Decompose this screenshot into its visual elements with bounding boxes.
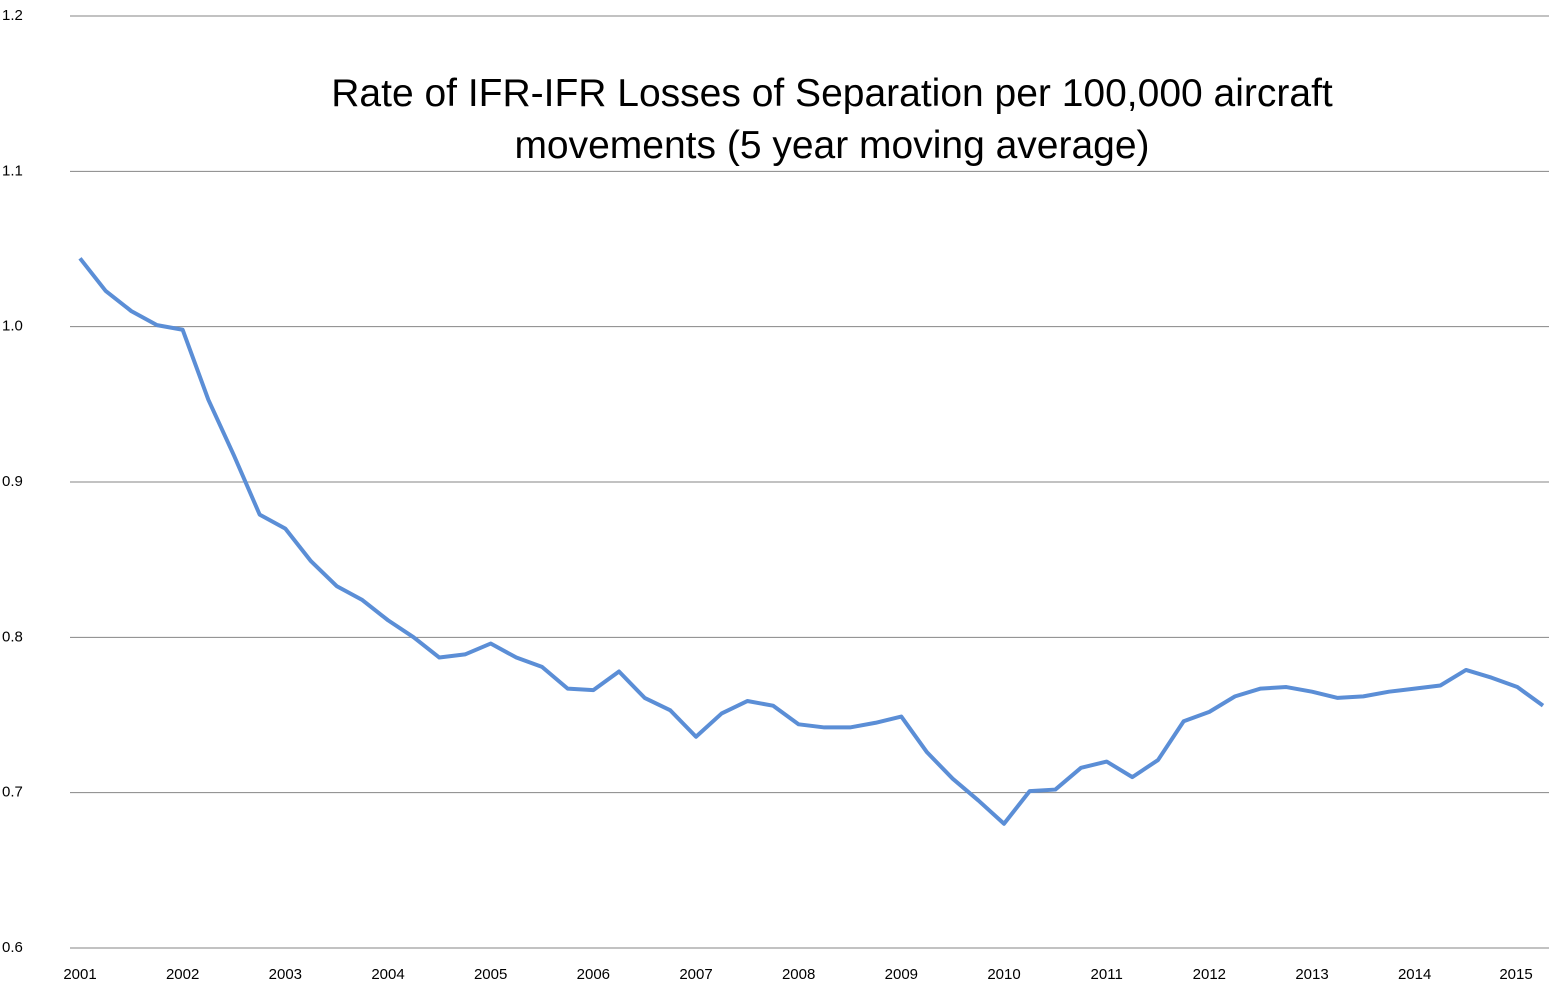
x-tick-label: 2015 — [1499, 966, 1532, 983]
x-tick-label: 2006 — [577, 966, 610, 983]
x-tick-label: 2008 — [782, 966, 815, 983]
line-series — [78, 257, 1545, 826]
x-tick-label: 2002 — [166, 966, 199, 983]
y-tick-label: 0.8 — [2, 628, 23, 645]
x-tick-label: 2014 — [1398, 966, 1431, 983]
y-tick-label: 1.1 — [2, 162, 23, 179]
x-tick-label: 2007 — [679, 966, 712, 983]
x-tick-label: 2012 — [1193, 966, 1226, 983]
x-tick-label: 2009 — [885, 966, 918, 983]
y-tick-label: 1.2 — [2, 7, 23, 24]
x-tick-label: 2013 — [1295, 966, 1328, 983]
chart-title: Rate of IFR-IFR Losses of Separation per… — [331, 72, 1333, 167]
x-tick-label: 2011 — [1091, 966, 1123, 983]
y-tick-label: 0.6 — [2, 939, 23, 956]
x-tick-label: 2010 — [987, 966, 1020, 983]
x-tick-label: 2003 — [269, 966, 302, 983]
y-tick-label: 1.0 — [2, 318, 23, 335]
x-tick-label: 2004 — [371, 966, 404, 983]
x-tick-label: 2001 — [63, 966, 96, 983]
y-tick-label: 0.7 — [2, 784, 23, 801]
x-tick-label: 2005 — [474, 966, 507, 983]
y-tick-label: 0.9 — [2, 473, 23, 490]
